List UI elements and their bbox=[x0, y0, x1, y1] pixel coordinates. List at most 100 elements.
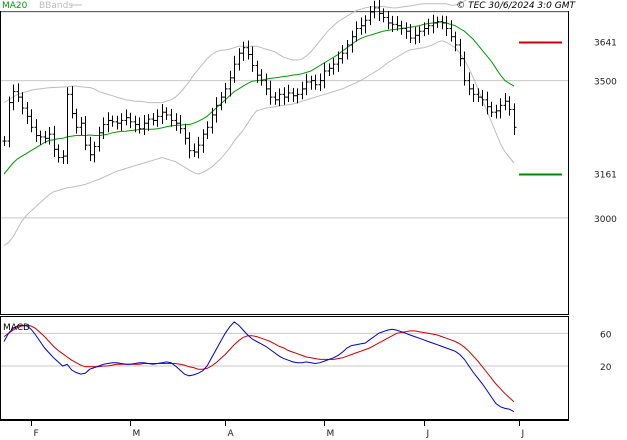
price-bars bbox=[2, 0, 517, 164]
ohlc-bar-74 bbox=[336, 51, 341, 72]
ohlc-bar-54 bbox=[246, 40, 251, 60]
ohlc-bar-35 bbox=[160, 103, 165, 125]
ohlc-bar-52 bbox=[237, 48, 242, 71]
ohlc-bar-15 bbox=[70, 86, 75, 119]
ohlc-bar-53 bbox=[241, 41, 246, 61]
ohlc-bar-111 bbox=[503, 92, 508, 111]
ohlc-bar-45 bbox=[205, 121, 210, 140]
ohlc-bar-61 bbox=[277, 88, 282, 107]
ohlc-bar-90 bbox=[408, 24, 413, 44]
ohlc-bar-70 bbox=[318, 73, 323, 92]
ohlc-bar-66 bbox=[300, 81, 305, 100]
ohlc-bar-98 bbox=[444, 15, 449, 37]
copyright-text: © TEC 30/6/2024 3:0 GMT bbox=[456, 1, 576, 11]
bollinger-bands bbox=[3, 0, 515, 246]
ohlc-bar-87 bbox=[395, 16, 400, 31]
x-tick-label-1: M bbox=[133, 429, 141, 439]
ohlc-bar-26 bbox=[119, 113, 124, 131]
ohlc-bar-58 bbox=[264, 73, 269, 96]
ohlc-bar-38 bbox=[174, 113, 179, 131]
ohlc-bar-79 bbox=[359, 17, 364, 35]
ohlc-bar-32 bbox=[146, 114, 151, 131]
ohlc-bar-91 bbox=[413, 27, 418, 45]
ohlc-bar-76 bbox=[345, 40, 350, 60]
ohlc-bar-106 bbox=[480, 89, 485, 107]
ohlc-bar-24 bbox=[110, 115, 115, 127]
ohlc-bar-34 bbox=[155, 109, 160, 127]
ohlc-bar-85 bbox=[386, 11, 391, 30]
macd-tick-20: 20 bbox=[600, 363, 612, 373]
ohlc-bar-47 bbox=[214, 97, 219, 123]
ohlc-bar-78 bbox=[354, 21, 359, 42]
gridlines bbox=[1, 11, 568, 367]
ohlc-bar-103 bbox=[467, 72, 472, 96]
ohlc-bar-41 bbox=[187, 132, 192, 159]
ohlc-bar-43 bbox=[196, 136, 201, 159]
ohlc-bar-39 bbox=[178, 114, 183, 134]
ohlc-bar-0 bbox=[2, 136, 7, 146]
ohlc-bar-69 bbox=[313, 74, 318, 90]
ohlc-bar-67 bbox=[304, 73, 309, 96]
ohlc-bar-107 bbox=[485, 91, 490, 115]
ohlc-bar-28 bbox=[128, 112, 133, 129]
ohlc-bar-112 bbox=[507, 96, 512, 116]
ohlc-bar-82 bbox=[372, 0, 377, 19]
ohlc-bar-2 bbox=[11, 84, 16, 111]
ohlc-bar-102 bbox=[462, 51, 467, 86]
ohlc-bar-30 bbox=[137, 117, 142, 134]
macd-lines bbox=[3, 321, 515, 413]
ohlc-bar-60 bbox=[273, 92, 278, 105]
macd-tick-60: 60 bbox=[600, 330, 612, 340]
bb-upper-line bbox=[3, 0, 468, 104]
ohlc-bar-42 bbox=[192, 143, 197, 157]
ohlc-bar-44 bbox=[201, 129, 206, 153]
ohlc-bar-100 bbox=[453, 31, 458, 52]
ohlc-bar-14 bbox=[65, 87, 70, 164]
ohlc-bar-56 bbox=[255, 60, 260, 83]
ohlc-bar-95 bbox=[431, 14, 436, 34]
ohlc-bar-5 bbox=[25, 102, 30, 125]
signal-series-line bbox=[3, 324, 515, 403]
ohlc-bar-23 bbox=[106, 112, 111, 133]
price-tick-3000: 3000 bbox=[594, 215, 617, 225]
ohlc-bar-101 bbox=[458, 38, 463, 67]
ohlc-bar-11 bbox=[52, 125, 57, 157]
ohlc-bar-7 bbox=[34, 119, 39, 142]
ohlc-bar-37 bbox=[169, 108, 174, 127]
ohlc-bar-36 bbox=[164, 107, 169, 120]
ohlc-bar-104 bbox=[471, 83, 476, 103]
legend-ma20: MA20 bbox=[2, 1, 28, 11]
ohlc-bar-19 bbox=[88, 136, 93, 162]
x-tick-label-0: F bbox=[34, 429, 39, 439]
y-tick-labels: 3500 3000 60 20 bbox=[594, 78, 617, 373]
ohlc-bar-57 bbox=[259, 69, 264, 86]
ohlc-bar-99 bbox=[449, 20, 454, 42]
ohlc-bar-1 bbox=[7, 96, 12, 148]
level-label-3641: 3641 bbox=[594, 39, 617, 49]
ohlc-bar-96 bbox=[435, 16, 440, 28]
ohlc-bar-50 bbox=[228, 70, 233, 97]
ohlc-bar-64 bbox=[291, 88, 296, 103]
ohlc-bar-40 bbox=[183, 123, 188, 145]
ohlc-bar-13 bbox=[61, 150, 66, 164]
ohlc-bar-49 bbox=[223, 82, 228, 104]
ohlc-bar-113 bbox=[512, 103, 517, 135]
ohlc-bar-8 bbox=[38, 130, 43, 145]
ohlc-bar-9 bbox=[43, 130, 48, 144]
ohlc-bar-110 bbox=[498, 98, 503, 119]
level-label-3161: 3161 bbox=[594, 171, 617, 181]
ohlc-bar-77 bbox=[350, 30, 355, 53]
ohlc-bar-84 bbox=[381, 8, 386, 23]
ohlc-bar-51 bbox=[232, 55, 237, 83]
ohlc-bar-97 bbox=[440, 15, 445, 30]
ohlc-bar-86 bbox=[390, 15, 395, 33]
ohlc-bar-55 bbox=[250, 46, 255, 72]
ohlc-bar-93 bbox=[422, 22, 427, 37]
macd-series-line bbox=[3, 321, 515, 413]
ohlc-bar-31 bbox=[142, 114, 147, 135]
x-tick-label-4: J bbox=[426, 429, 430, 439]
ohlc-bar-4 bbox=[20, 92, 25, 115]
ohlc-bar-71 bbox=[322, 62, 327, 89]
ohlc-bar-109 bbox=[494, 104, 499, 119]
